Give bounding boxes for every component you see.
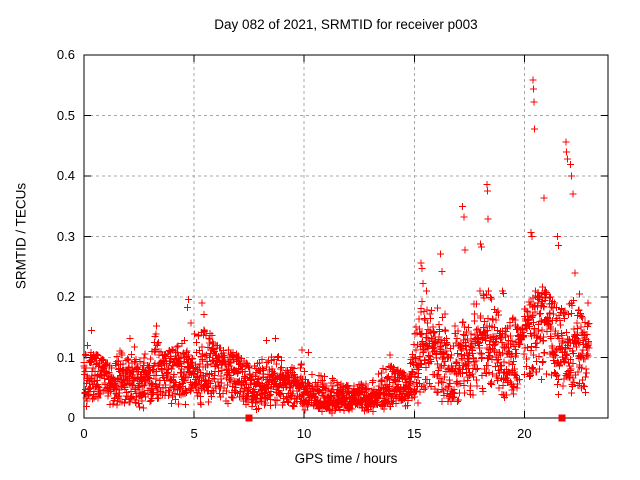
x-tick-label: 20 bbox=[517, 426, 532, 441]
x-tick-label: 15 bbox=[407, 426, 422, 441]
x-tick-label: 0 bbox=[80, 426, 88, 441]
flagged-epoch-square bbox=[245, 414, 253, 422]
y-tick-label: 0.2 bbox=[56, 289, 75, 304]
plot-border bbox=[83, 54, 609, 419]
flagged-epoch-square bbox=[558, 414, 566, 422]
y-tick-label: 0.5 bbox=[56, 107, 75, 123]
x-tick-label: 5 bbox=[190, 426, 198, 441]
grid-lines bbox=[84, 55, 608, 418]
y-tick-label: 0.4 bbox=[56, 168, 75, 183]
y-tick-label: 0 bbox=[67, 410, 75, 425]
chart-title: Day 082 of 2021, SRMTID for receiver p00… bbox=[214, 17, 478, 32]
y-tick-label: 0.6 bbox=[56, 47, 75, 62]
x-axis-title: GPS time / hours bbox=[294, 451, 398, 466]
scatter-points bbox=[80, 76, 593, 417]
y-tick-label: 0.3 bbox=[56, 228, 75, 244]
x-tick-label: 10 bbox=[296, 426, 312, 441]
y-tick-label: 0.1 bbox=[56, 349, 75, 365]
